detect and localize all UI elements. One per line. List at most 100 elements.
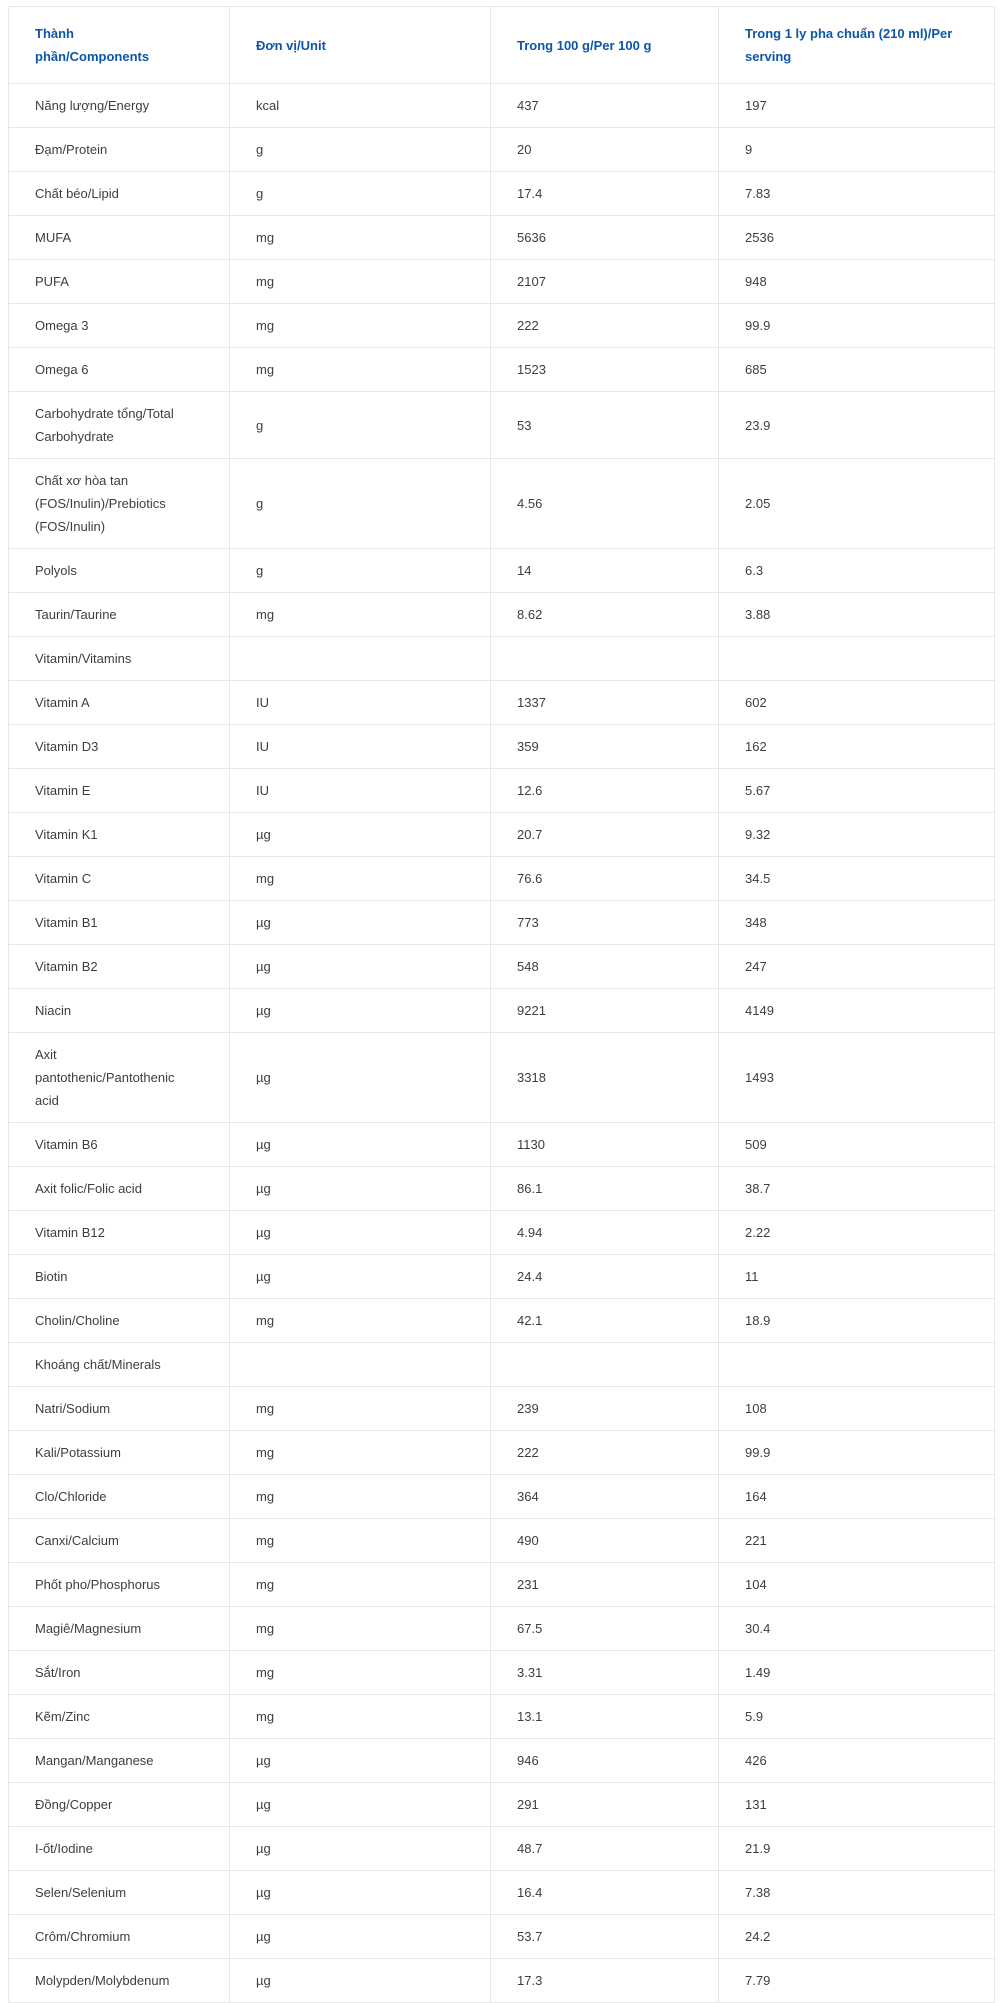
component-label: Mangan/Manganese [35,1753,154,1768]
component-cell: Vitamin K1 [8,812,230,857]
per-100g-value-cell: 1523 [490,347,719,392]
unit-cell: µg [229,1826,491,1871]
component-label: Crôm/Chromium [35,1929,131,1944]
table-row: Chất béo/Lipid g 17.4 7.83 [8,171,995,216]
component-cell: Axit pantothenic/Pantothenic acid [8,1032,230,1123]
component-cell: Kali/Potassium [8,1430,230,1475]
component-cell: Sắt/Iron [8,1650,230,1695]
per-100g-value-cell: 9221 [490,988,719,1033]
per-serving-value-cell [718,636,995,681]
per-100g-value-cell: 359 [490,724,719,769]
component-cell: Omega 3 [8,303,230,348]
component-label: Vitamin B1 [35,915,98,930]
header-row: Thành phần/Components Đơn vị/Unit Trong … [8,6,995,84]
header-unit-label: Đơn vị/Unit [256,37,326,53]
per-serving-value-cell: 348 [718,900,995,945]
component-label: Axit pantothenic/Pantothenic acid [35,1047,175,1108]
component-cell: MUFA [8,215,230,260]
per-serving-value-cell: 30.4 [718,1606,995,1651]
table-row: Natri/Sodium mg 239 108 [8,1386,995,1431]
unit-cell: µg [229,1782,491,1827]
per-serving-value-cell: 7.79 [718,1958,995,2003]
per-100g-value-cell: 20.7 [490,812,719,857]
per-serving-value-cell: 426 [718,1738,995,1783]
component-cell: Chất xơ hòa tan (FOS/Inulin)/Prebiotics … [8,458,230,549]
unit-cell: kcal [229,83,491,128]
per-serving-value-cell: 34.5 [718,856,995,901]
table-row: Niacin µg 9221 4149 [8,988,995,1033]
component-cell: Clo/Chloride [8,1474,230,1519]
per-serving-value-cell: 5.67 [718,768,995,813]
component-label: Vitamin E [35,783,91,798]
per-100g-value-cell: 24.4 [490,1254,719,1299]
per-100g-value-cell: 17.4 [490,171,719,216]
per-100g-value-cell: 67.5 [490,1606,719,1651]
table-row: Omega 6 mg 1523 685 [8,347,995,392]
component-cell: Axit folic/Folic acid [8,1166,230,1211]
per-serving-value-cell: 197 [718,83,995,128]
unit-cell [229,636,491,681]
header-per-100g: Trong 100 g/Per 100 g [490,6,719,84]
component-label: Phốt pho/Phosphorus [35,1577,161,1592]
component-label: Chất béo/Lipid [35,186,119,201]
per-100g-value-cell: 490 [490,1518,719,1563]
unit-cell: IU [229,768,491,813]
component-label: Taurin/Taurine [35,607,117,622]
unit-cell: µg [229,1958,491,2003]
per-100g-value-cell: 48.7 [490,1826,719,1871]
table-row: Taurin/Taurine mg 8.62 3.88 [8,592,995,637]
component-cell: Magiê/Magnesium [8,1606,230,1651]
component-label: Sắt/Iron [35,1665,81,1680]
table-row: Vitamin/Vitamins [8,636,995,681]
table-row: Vitamin D3 IU 359 162 [8,724,995,769]
component-label: Đồng/Copper [35,1797,113,1812]
table-header: Thành phần/Components Đơn vị/Unit Trong … [8,6,995,84]
table-row: Năng lượng/Energy kcal 437 197 [8,83,995,128]
table-row: MUFA mg 5636 2536 [8,215,995,260]
component-label: Niacin [35,1003,72,1018]
unit-cell: mg [229,1650,491,1695]
component-cell: Vitamin B12 [8,1210,230,1255]
unit-cell: mg [229,303,491,348]
component-label: Chất xơ hòa tan (FOS/Inulin)/Prebiotics … [35,473,166,534]
component-cell: Vitamin/Vitamins [8,636,230,681]
component-cell: Mangan/Manganese [8,1738,230,1783]
component-label: Polyols [35,563,77,578]
per-100g-value-cell: 16.4 [490,1870,719,1915]
unit-cell: g [229,127,491,172]
component-cell: Molypden/Molybdenum [8,1958,230,2003]
table-row: Sắt/Iron mg 3.31 1.49 [8,1650,995,1695]
component-cell: Phốt pho/Phosphorus [8,1562,230,1607]
per-serving-value-cell: 23.9 [718,391,995,459]
component-cell: Chất béo/Lipid [8,171,230,216]
component-label: Vitamin/Vitamins [35,651,132,666]
header-per-serving-label: Trong 1 ly pha chuẩn (210 ml)/Per servin… [745,26,953,64]
unit-cell: g [229,548,491,593]
unit-cell: g [229,458,491,549]
per-serving-value-cell: 685 [718,347,995,392]
per-serving-value-cell: 9.32 [718,812,995,857]
table-body: Năng lượng/Energy kcal 437 197 Đạm/Prote… [8,83,995,2003]
unit-cell: mg [229,215,491,260]
table-row: Phốt pho/Phosphorus mg 231 104 [8,1562,995,1607]
component-cell: Vitamin B1 [8,900,230,945]
unit-cell: IU [229,680,491,725]
per-100g-value-cell: 86.1 [490,1166,719,1211]
per-100g-value-cell: 8.62 [490,592,719,637]
per-100g-value-cell: 222 [490,1430,719,1475]
unit-cell: mg [229,1386,491,1431]
component-label: Omega 6 [35,362,89,377]
component-label: Magiê/Magnesium [35,1621,142,1636]
component-cell: Crôm/Chromium [8,1914,230,1959]
unit-cell: µg [229,1032,491,1123]
unit-cell: µg [229,1914,491,1959]
component-label: Selen/Selenium [35,1885,127,1900]
component-cell: Vitamin A [8,680,230,725]
unit-cell: g [229,391,491,459]
per-100g-value-cell: 20 [490,127,719,172]
per-100g-value-cell [490,1342,719,1387]
component-label: Vitamin B2 [35,959,98,974]
unit-cell: mg [229,259,491,304]
component-cell: Cholin/Choline [8,1298,230,1343]
unit-cell: mg [229,1518,491,1563]
